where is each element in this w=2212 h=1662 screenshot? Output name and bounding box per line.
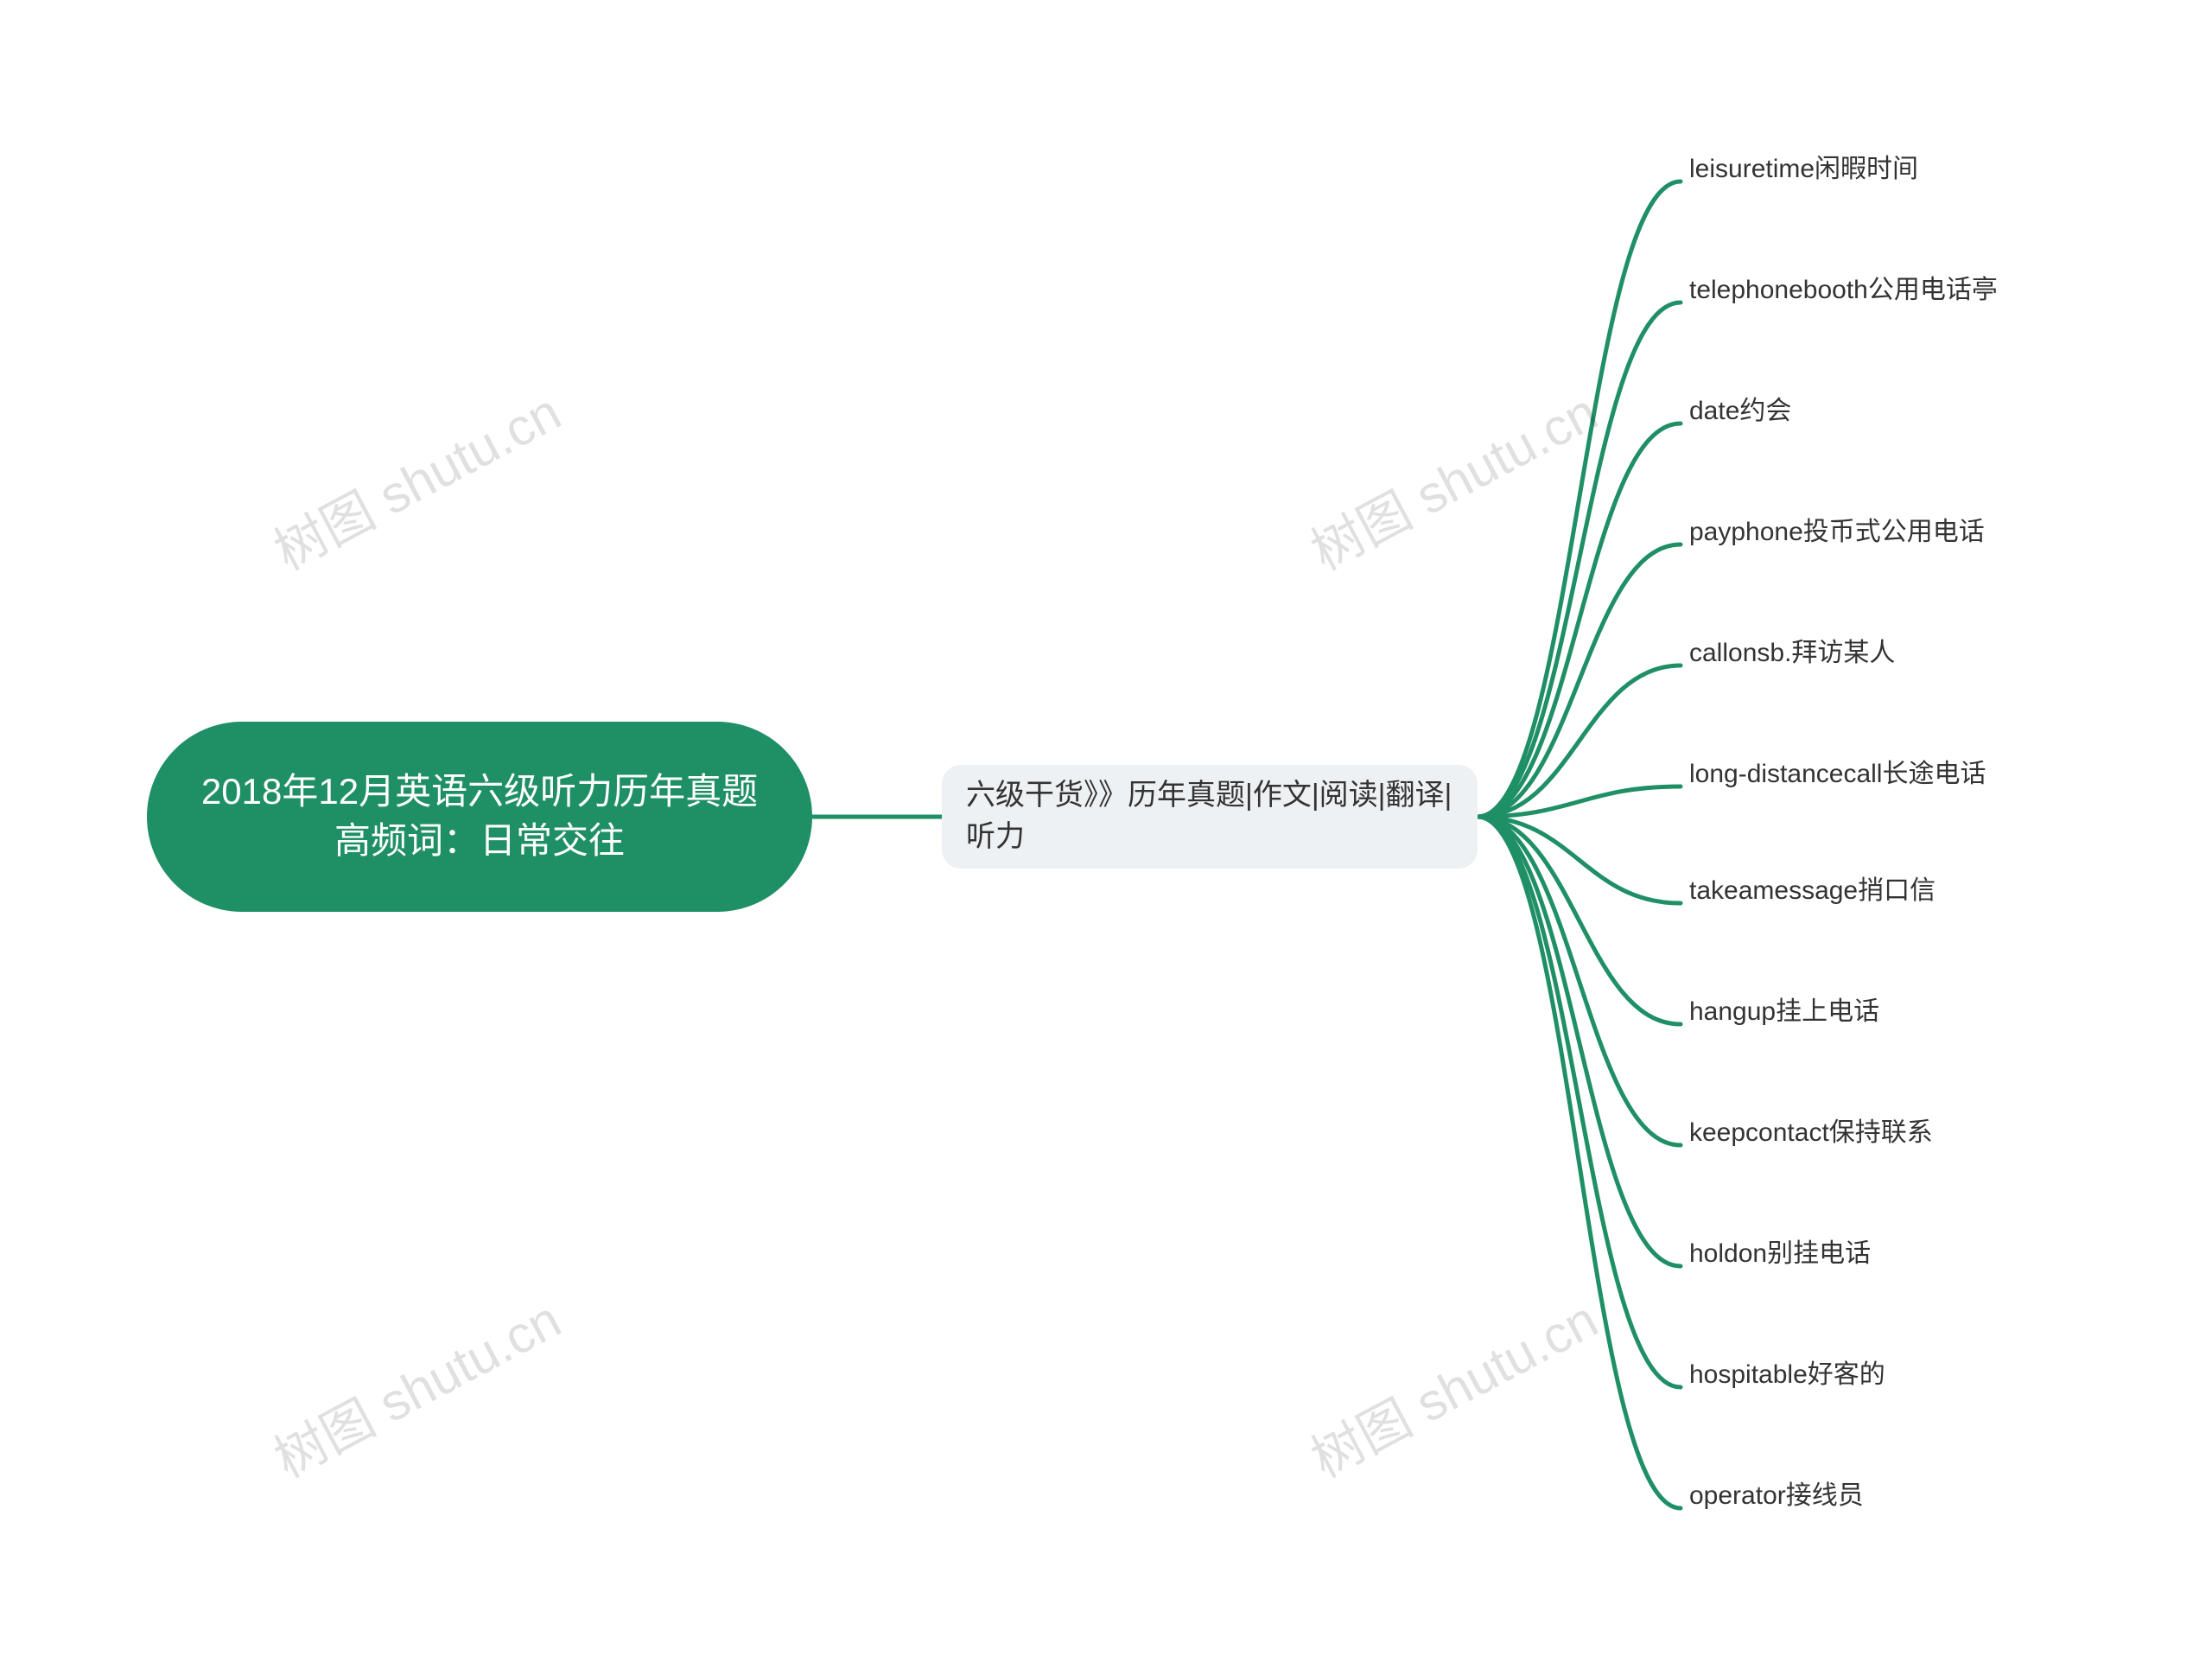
leaf-node[interactable]: keepcontact保持联系 xyxy=(1689,1111,1933,1149)
leaf-node[interactable]: payphone投币式公用电话 xyxy=(1689,510,1985,548)
watermark-text: 树图 shutu.cn xyxy=(265,383,569,582)
leaf-node-label: hospitable好客的 xyxy=(1689,1353,1885,1391)
leaf-node[interactable]: callonsb.拜访某人 xyxy=(1689,631,1895,669)
leaf-node-label: hangup挂上电话 xyxy=(1689,990,1879,1028)
watermark: 树图 shutu.cn xyxy=(259,371,572,584)
leaf-node[interactable]: long-distancecall长途电话 xyxy=(1689,752,1986,790)
mindmap-canvas: 2018年12月英语六级听力历年真题高频词：日常交往 六级干货》》历年真题|作文… xyxy=(0,0,2212,1662)
leaf-node[interactable]: operator接线员 xyxy=(1689,1474,1864,1512)
leaf-node[interactable]: takeamessage捎口信 xyxy=(1689,869,1936,907)
leaf-node-label: date约会 xyxy=(1689,389,1791,427)
leaf-node-label: holdon别挂电话 xyxy=(1689,1232,1871,1270)
leaf-node[interactable]: telephonebooth公用电话亭 xyxy=(1689,268,1998,306)
watermark: 树图 shutu.cn xyxy=(259,1278,572,1492)
leaf-node[interactable]: leisuretime闲暇时间 xyxy=(1689,147,1918,185)
leaf-node[interactable]: hangup挂上电话 xyxy=(1689,990,1879,1028)
leaf-node[interactable]: holdon别挂电话 xyxy=(1689,1232,1871,1270)
watermark: 树图 shutu.cn xyxy=(1296,371,1609,584)
sub-node-label: 六级干货》》历年真题|作文|阅读|翻译|听力 xyxy=(966,775,1453,857)
leaf-node[interactable]: hospitable好客的 xyxy=(1689,1353,1885,1391)
leaf-node-label: long-distancecall长途电话 xyxy=(1689,752,1986,790)
root-node[interactable]: 2018年12月英语六级听力历年真题高频词：日常交往 xyxy=(147,722,812,912)
leaf-node-label: telephonebooth公用电话亭 xyxy=(1689,268,1998,306)
watermark-text: 树图 shutu.cn xyxy=(1302,383,1606,582)
leaf-node-label: takeamessage捎口信 xyxy=(1689,869,1936,907)
leaf-node-label: keepcontact保持联系 xyxy=(1689,1111,1933,1149)
leaf-node-label: payphone投币式公用电话 xyxy=(1689,510,1985,548)
watermark-text: 树图 shutu.cn xyxy=(265,1290,569,1489)
watermark-text: 树图 shutu.cn xyxy=(1302,1290,1606,1489)
sub-node[interactable]: 六级干货》》历年真题|作文|阅读|翻译|听力 xyxy=(942,765,1478,869)
root-node-label: 2018年12月英语六级听力历年真题高频词：日常交往 xyxy=(190,767,769,865)
leaf-node-label: operator接线员 xyxy=(1689,1474,1864,1512)
leaf-node[interactable]: date约会 xyxy=(1689,389,1791,427)
leaf-node-label: leisuretime闲暇时间 xyxy=(1689,147,1918,185)
leaf-node-label: callonsb.拜访某人 xyxy=(1689,631,1895,669)
watermark: 树图 shutu.cn xyxy=(1296,1278,1609,1492)
